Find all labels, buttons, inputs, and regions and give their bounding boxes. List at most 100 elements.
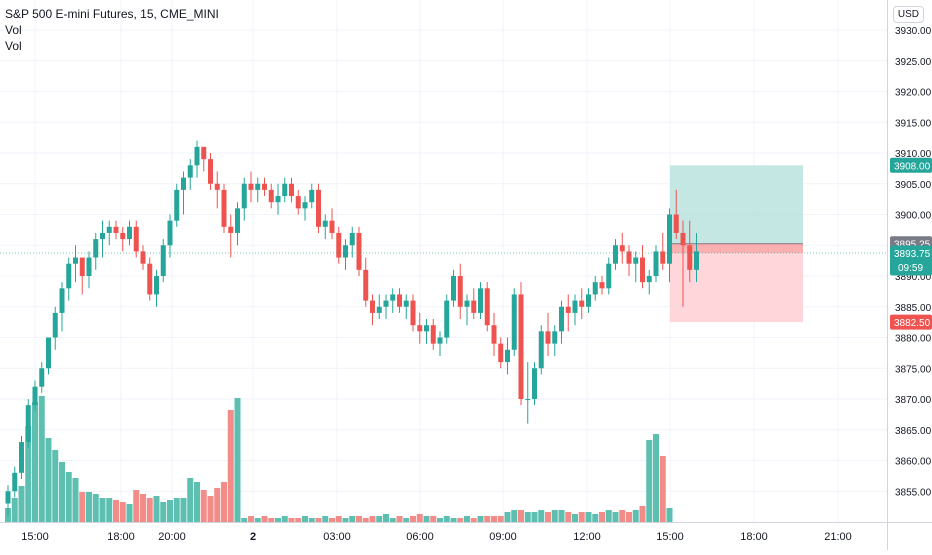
candle-body xyxy=(694,251,699,270)
candle-body xyxy=(167,220,173,246)
candle-body xyxy=(208,159,213,184)
volume-bar xyxy=(457,518,464,522)
volume-bar xyxy=(349,516,356,522)
candle-body xyxy=(518,294,524,399)
candle-body xyxy=(667,214,672,264)
candle-body xyxy=(106,226,112,233)
currency-button[interactable]: USD xyxy=(892,6,924,23)
candle-body xyxy=(93,239,99,258)
profit-zone xyxy=(670,165,803,244)
candle-body xyxy=(592,282,598,295)
volume-bar xyxy=(106,498,113,522)
candle-body xyxy=(545,331,551,344)
candle-body xyxy=(302,202,308,209)
candle-body xyxy=(113,226,119,233)
volume-bar xyxy=(396,516,403,522)
volume-bar xyxy=(484,516,491,522)
time-tick-label: 12:00 xyxy=(573,531,601,543)
volume-bar xyxy=(450,518,457,522)
volume-bar xyxy=(25,426,32,522)
candle-body xyxy=(619,245,625,252)
candle-body xyxy=(525,399,531,400)
volume-indicator-label-2[interactable]: Vol xyxy=(5,39,22,53)
volume-bar xyxy=(538,510,545,522)
volume-bar xyxy=(146,498,153,522)
candle-body xyxy=(349,232,355,246)
volume-bar xyxy=(423,516,430,522)
candle-body xyxy=(262,183,267,190)
volume-bar xyxy=(416,514,423,522)
volume-bar xyxy=(227,410,234,522)
volume-bar xyxy=(200,490,207,522)
volume-bar xyxy=(342,518,349,522)
volume-bar xyxy=(173,498,180,522)
time-tick-label: 06:00 xyxy=(406,531,434,543)
price-label-text: 3882.50 xyxy=(894,318,931,329)
volume-bar xyxy=(308,518,315,522)
volume-bar xyxy=(18,486,25,522)
time-tick-label: 03:00 xyxy=(323,531,351,543)
candle-body xyxy=(376,306,382,313)
volume-bar xyxy=(59,462,65,522)
price-label-text: 3895.25 xyxy=(894,240,931,251)
volume-bar xyxy=(646,440,653,522)
price-tick-label: 3915.00 xyxy=(895,118,932,129)
candle-body xyxy=(329,220,335,233)
price-tick-label: 3930.00 xyxy=(895,26,932,37)
volume-indicator-label-1[interactable]: Vol xyxy=(5,23,22,37)
volume-bar xyxy=(45,438,52,522)
volume-bar xyxy=(599,512,605,522)
time-tick-label: 2 xyxy=(250,531,256,543)
volume-bar xyxy=(504,512,511,522)
chart-legend: S&P 500 E-mini Futures, 15, CME_MINI Vol… xyxy=(5,6,219,54)
candle-body xyxy=(174,189,180,221)
candle-body xyxy=(451,276,456,301)
candle-body xyxy=(606,263,612,289)
candle-body xyxy=(194,146,200,166)
volume-bar xyxy=(315,518,322,522)
volume-bar xyxy=(268,518,275,522)
volume-bar xyxy=(92,494,99,522)
candle-body xyxy=(187,165,193,178)
price-tick-label: 3910.00 xyxy=(895,149,932,160)
volume-bar xyxy=(160,502,167,522)
volume-bar xyxy=(491,516,497,522)
candle-body xyxy=(559,306,564,332)
candle-body xyxy=(640,257,645,283)
volume-bar xyxy=(248,516,254,522)
volume-bar xyxy=(383,514,389,522)
volume-bar xyxy=(329,518,335,522)
candle-body xyxy=(79,257,85,276)
volume-bar xyxy=(585,512,592,522)
candle-body xyxy=(289,183,294,197)
candle-body xyxy=(228,226,234,233)
candle-body xyxy=(309,189,315,203)
volume-bar xyxy=(207,496,214,522)
volume-bar xyxy=(335,516,342,522)
candle-body xyxy=(687,245,693,270)
candle-body xyxy=(214,183,220,190)
symbol-title[interactable]: S&P 500 E-mini Futures, 15, CME_MINI xyxy=(5,7,219,21)
price-tick-label: 3900.00 xyxy=(895,211,932,222)
volume-bar xyxy=(180,498,187,522)
candle-body xyxy=(343,245,348,258)
volume-bar xyxy=(605,510,612,522)
candle-body xyxy=(39,368,45,387)
volume-bar xyxy=(133,490,140,522)
volume-bar xyxy=(666,508,673,522)
volume-bar xyxy=(79,492,86,522)
price-label-badge xyxy=(890,314,932,330)
candle-body xyxy=(255,183,261,190)
candle-body xyxy=(275,196,281,203)
candle-body xyxy=(322,220,328,227)
candle-body xyxy=(424,325,429,332)
volume-bar xyxy=(288,518,295,522)
volume-bar xyxy=(11,498,18,522)
price-label-badge xyxy=(890,245,932,276)
volume-bar xyxy=(626,512,632,522)
candle-body xyxy=(565,306,571,313)
candle-body xyxy=(5,491,11,504)
candle-body xyxy=(154,276,159,295)
